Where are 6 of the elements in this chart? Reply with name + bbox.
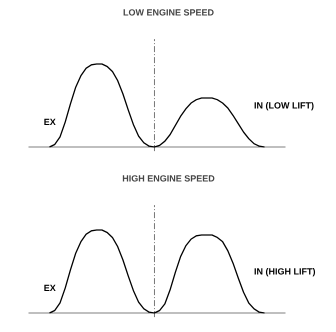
- chart-title: HIGH ENGINE SPEED: [122, 174, 216, 184]
- series-label: IN (HIGH LIFT): [254, 266, 316, 276]
- chart-title: LOW ENGINE SPEED: [122, 8, 215, 18]
- series-label: EX: [44, 283, 56, 294]
- series-label: EX: [44, 117, 56, 128]
- text: IN (LOW LIFT): [254, 100, 314, 110]
